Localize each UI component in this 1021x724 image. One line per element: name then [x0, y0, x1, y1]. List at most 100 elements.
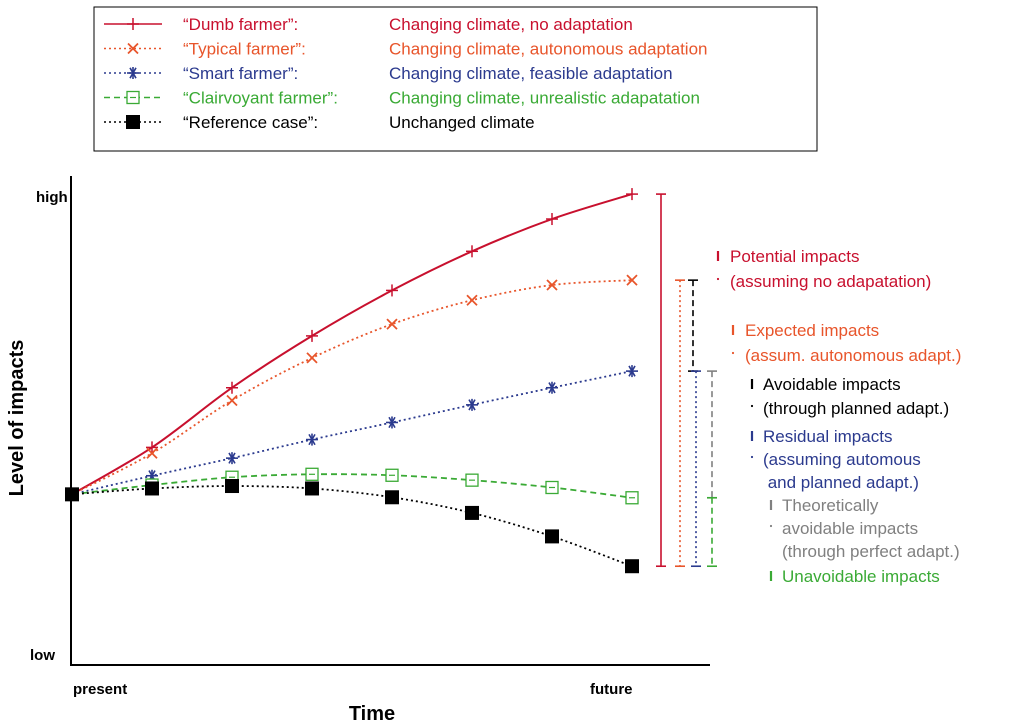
legend-name-0: “Dumb farmer”:: [183, 15, 298, 34]
data-point-4-5: [465, 505, 479, 520]
legend-marker-1: [127, 42, 139, 55]
y-axis-label: Level of impacts: [6, 340, 28, 497]
legend-name-1: “Typical farmer”:: [183, 40, 306, 59]
impact-bracket-1: [675, 279, 685, 568]
legend-item-4: “Reference case”: Unchanged climate: [104, 113, 535, 132]
impact-brackets: [656, 193, 717, 568]
impact-annotation-3: Residual impacts (assuming automous and p…: [750, 427, 921, 492]
legend-item-0: “Dumb farmer”: Changing climate, no adapt…: [104, 15, 633, 34]
data-point-0-3: [306, 329, 318, 342]
impact-annotation-3-line-1: (assuming automous: [763, 450, 921, 469]
data-point-0-2: [226, 381, 238, 394]
impact-bracket-0: [656, 193, 666, 568]
impact-annotation-3-line-2: and planned adapt.): [763, 473, 919, 492]
data-point-4-7: [625, 559, 639, 574]
impact-annotations: Potential impacts (assuming no adapatatio…: [716, 247, 961, 586]
y-tick-low: low: [30, 647, 55, 664]
data-point-1-7: [626, 274, 638, 286]
impact-annotation-2: Avoidable impacts (through planned adapt.…: [750, 375, 949, 418]
data-point-3-6: [545, 480, 559, 495]
impact-annotation-0-line-0: Potential impacts: [730, 247, 859, 266]
data-point-4-4: [385, 490, 399, 505]
x-tick-future: future: [590, 681, 633, 698]
legend-item-1: “Typical farmer”: Changing climate, auton…: [104, 40, 708, 59]
series-4: [71, 485, 633, 568]
data-point-3-4: [385, 468, 399, 482]
impact-annotation-5-line-0: Unavoidable impacts: [782, 567, 940, 586]
data-point-4-1: [145, 481, 159, 496]
impact-annotation-4: Theoretically avoidable impacts (through p…: [769, 496, 960, 561]
legend-description-4: Unchanged climate: [389, 113, 535, 132]
legend-marker-3: [126, 90, 140, 105]
impact-annotation-4-line-1: avoidable impacts: [782, 519, 918, 538]
data-point-2-2: [226, 452, 238, 465]
impact-annotation-2-line-1: (through planned adapt.): [763, 399, 949, 418]
impact-annotation-4-line-0: Theoretically: [782, 496, 879, 515]
data-point-1-3: [306, 352, 318, 364]
series-line-2: [71, 370, 633, 496]
data-point-2-5: [466, 398, 478, 411]
data-point-1-2: [226, 394, 238, 407]
series-layer: [65, 188, 639, 574]
data-point-2-7: [626, 365, 638, 378]
impact-annotation-5: Unavoidable impacts: [769, 567, 940, 586]
impact-annotation-1: Expected impacts (assum. autonomous adapt…: [731, 321, 961, 365]
legend-name-3: “Clairvoyant farmer”:: [183, 89, 338, 108]
data-point-1-1: [146, 447, 158, 459]
legend-item-3: “Clairvoyant farmer”: Changing climate, u…: [104, 89, 700, 108]
legend-marker-4: [126, 115, 140, 129]
impact-annotation-0-line-1: (assuming no adapatation): [730, 272, 931, 291]
series-3: [71, 473, 633, 499]
x-axis-label: Time: [349, 703, 395, 724]
data-point-4-2: [225, 479, 239, 494]
data-point-1-4: [386, 318, 398, 330]
legend-item-2: “Smart farmer”: Changing climate, feasibl…: [104, 64, 673, 83]
series-markers-2: [146, 365, 638, 482]
legend-description-3: Changing climate, unrealistic adapatatio…: [389, 89, 700, 108]
impact-annotation-3-line-0: Residual impacts: [763, 427, 892, 446]
data-point-0-7: [626, 188, 638, 201]
series-markers-1: [146, 274, 638, 459]
series-0: [71, 193, 633, 496]
data-point-2-6: [546, 381, 558, 394]
impact-annotation-1-line-0: Expected impacts: [745, 321, 879, 340]
data-point-0-5: [466, 245, 478, 258]
legend-description-2: Changing climate, feasible adaptation: [389, 64, 673, 83]
data-point-3-5: [465, 473, 479, 487]
impact-bracket-3: [691, 370, 701, 568]
data-point-1-6: [546, 279, 558, 291]
legend-name-4: “Reference case”:: [183, 113, 318, 132]
y-tick-high: high: [36, 189, 68, 206]
data-point-4-0: [65, 487, 79, 502]
series-line-4: [71, 485, 633, 568]
series-line-0: [71, 193, 633, 496]
series-line-1: [71, 279, 633, 496]
x-tick-present: present: [73, 681, 127, 698]
series-line-3: [71, 473, 633, 499]
legend-marker-2: [127, 67, 139, 79]
impact-annotation-4-line-2: (through perfect adapt.): [782, 542, 960, 561]
data-point-0-6: [546, 213, 558, 226]
legend-name-2: “Smart farmer”:: [183, 64, 298, 83]
data-point-2-4: [386, 416, 398, 429]
legend-description-0: Changing climate, no adaptation: [389, 15, 633, 34]
series-markers-3: [145, 467, 639, 505]
impact-bracket-4: [707, 370, 717, 499]
impact-bracket-2: [688, 279, 698, 372]
series-markers-4: [65, 479, 639, 574]
data-point-4-3: [305, 481, 319, 496]
data-point-4-6: [545, 529, 559, 544]
series-1: [71, 279, 633, 496]
data-point-0-4: [386, 284, 398, 297]
series-markers-0: [146, 188, 638, 454]
data-point-2-3: [306, 433, 318, 446]
impact-annotation-0: Potential impacts (assuming no adapatatio…: [716, 247, 931, 291]
data-point-0-1: [146, 441, 158, 454]
impact-annotation-2-line-0: Avoidable impacts: [763, 375, 901, 394]
legend-description-1: Changing climate, autonomous adaptation: [389, 40, 708, 59]
impact-annotation-1-line-1: (assum. autonomous adapt.): [745, 346, 961, 365]
legend-box: [93, 6, 818, 152]
legend-marker-0: [127, 18, 139, 30]
series-2: [71, 370, 633, 496]
